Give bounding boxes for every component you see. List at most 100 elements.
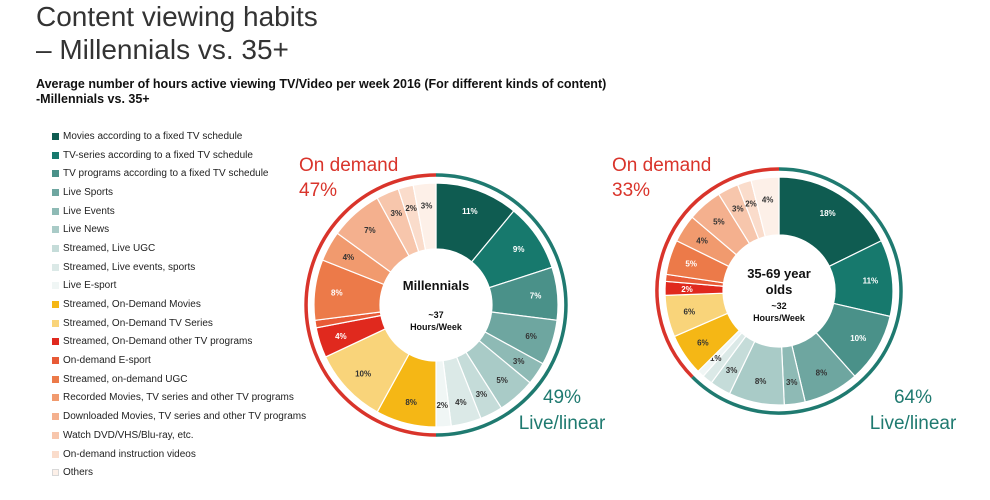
on-demand-label: 47% [299,180,337,201]
legend-swatch [52,357,59,365]
chart-legend: Movies according to a fixed TV schedule T… [52,127,306,482]
center-label: ~37 [428,310,443,320]
legend-swatch [52,394,59,402]
slice-value-label: 2% [745,199,757,208]
legend-item: Live Sports [52,183,306,202]
legend-label: TV-series according to a fixed TV schedu… [63,149,253,161]
legend-label: Streamed, On-Demand Movies [63,299,201,311]
legend-label: Live Sports [63,186,114,198]
page-title: Content viewing habits – Millennials vs.… [36,0,318,66]
legend-label: TV programs according to a fixed TV sche… [63,168,269,180]
legend-item: Recorded Movies, TV series and other TV … [52,389,306,408]
chart-subtitle-line1: Average number of hours active viewing T… [36,77,607,91]
legend-item: Streamed, On-Demand Movies [52,295,306,314]
slice-value-label: 9% [513,245,525,254]
slice-value-label: 3% [786,378,798,387]
center-label: ~32 [771,301,786,311]
center-label: olds [766,282,793,297]
page-title-line1: Content viewing habits [36,1,318,32]
legend-label: Others [63,467,94,479]
legend-swatch [52,338,59,346]
legend-item: Watch DVD/VHS/Blu-ray, etc. [52,426,306,445]
legend-swatch [52,431,59,439]
slice-value-label: 2% [405,204,417,213]
live-linear-label: Live/linear [519,413,606,434]
center-label: Millennials [403,278,469,293]
legend-swatch [52,263,59,271]
legend-item: Live News [52,220,306,239]
slice-value-label: 8% [331,288,343,297]
slice-value-label: 6% [684,307,696,316]
legend-label: Streamed, Live events, sports [63,261,196,273]
legend-label: Streamed, Live UGC [63,242,156,254]
page-title-line2: – Millennials vs. 35+ [36,34,289,65]
on-demand-label: 33% [612,180,650,201]
slice-value-label: 3% [391,209,403,218]
legend-label: Live Events [63,205,115,217]
legend-swatch [52,375,59,383]
slice-value-label: 5% [496,376,508,385]
slice-value-label: 3% [732,205,744,214]
legend-swatch [52,244,59,252]
slice-value-label: 2% [436,401,448,410]
on-demand-label: On demand [612,155,711,176]
legend-label: Watch DVD/VHS/Blu-ray, etc. [63,429,194,441]
slice-value-label: 7% [530,292,542,301]
slice-value-label: 6% [525,332,537,341]
slice-value-label: 4% [343,253,355,262]
slice-value-label: 4% [455,398,467,407]
live-linear-label: 49% [543,387,581,408]
live-linear-label: 64% [894,387,932,408]
slice-value-label: 10% [355,369,371,378]
slice-value-label: 11% [462,207,478,216]
legend-label: Live News [63,224,110,236]
legend-label: On-demand instruction videos [63,448,196,460]
legend-swatch [52,282,59,290]
slice-value-label: 8% [405,398,417,407]
center-label: 35-69 year [747,266,811,281]
slice-value-label: 6% [697,339,709,348]
slice-value-label: 11% [863,276,879,285]
legend-item: On-demand instruction videos [52,445,306,464]
legend-item: TV programs according to a fixed TV sche… [52,164,306,183]
legend-item: Movies according to a fixed TV schedule [52,127,306,146]
legend-item: Streamed, On-Demand TV Series [52,314,306,333]
live-ring [691,167,903,415]
center-label: Hours/Week [753,313,806,323]
legend-label: Streamed, on-demand UGC [63,373,188,385]
legend-item: TV-series according to a fixed TV schedu… [52,146,306,165]
legend-item: On-demand E-sport [52,351,306,370]
legend-label: Movies according to a fixed TV schedule [63,130,243,142]
slice-value-label: 3% [476,390,488,399]
legend-swatch [52,469,59,477]
slice-value-label: 2% [681,285,693,294]
legend-item: Live Events [52,202,306,221]
legend-label: Streamed, On-Demand other TV programs [63,336,253,348]
legend-item: Streamed, on-demand UGC [52,370,306,389]
legend-swatch [52,450,59,458]
legend-label: Streamed, On-Demand TV Series [63,317,213,329]
legend-swatch [52,132,59,140]
legend-item: Streamed, Live UGC [52,239,306,258]
legend-swatch [52,319,59,327]
center-label: Hours/Week [410,322,463,332]
slice-value-label: 8% [816,369,828,378]
legend-label: Downloaded Movies, TV series and other T… [63,411,307,423]
pie-slice [750,176,780,238]
slice-value-label: 4% [335,332,347,341]
slice-value-label: 3% [421,201,433,210]
slice-value-label: 3% [726,366,738,375]
legend-item: Streamed, Live events, sports [52,258,306,277]
pie-slice [412,182,437,251]
legend-swatch [52,413,59,421]
slice-value-label: 5% [685,260,697,269]
slice-value-label: 4% [762,196,774,205]
donut-chart-1: 11%9%7%6%3%5%3%4%2%8%10%4%8%4%7%3%2% 3%Mi… [299,155,606,437]
chart-subtitle-line2: -Millennials vs. 35+ [36,92,150,106]
legend-label: On-demand E-sport [63,355,151,367]
legend-swatch [52,226,59,234]
legend-item: Downloaded Movies, TV series and other T… [52,407,306,426]
live-linear-label: Live/linear [870,413,957,434]
slice-value-label: 3% [513,357,525,366]
